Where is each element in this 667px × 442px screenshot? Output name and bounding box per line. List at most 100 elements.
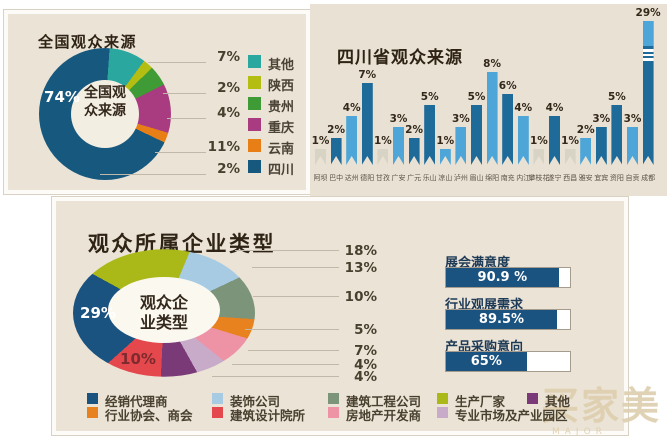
enterprise-legend-label: 房地产开发商	[346, 408, 422, 423]
bar-city-label: 绵阳	[485, 174, 500, 182]
bar-city-label: 凉山	[438, 174, 453, 182]
bar-value-label: 4%	[514, 102, 533, 114]
national-callout-line	[155, 152, 206, 153]
national-callout-line	[100, 174, 206, 175]
enterprise-donut-center-label: 观众企 业类型	[139, 293, 188, 332]
enterprise-legend-swatch	[437, 407, 448, 418]
bar-city-label: 西昌	[563, 174, 578, 182]
enterprise-legend-swatch	[87, 407, 98, 418]
design-institute-slice-label: 10%	[120, 350, 156, 368]
national-legend-swatch	[248, 160, 261, 173]
bar-city-label: 遂宁	[547, 174, 562, 182]
enterprise-legend-swatch	[328, 393, 339, 404]
bar-city-label: 雅安	[578, 174, 593, 182]
national-donut-hole	[71, 80, 139, 148]
bar-value-label: 4%	[545, 102, 564, 114]
enterprise-callout-value: 7%	[354, 343, 377, 359]
national-legend-swatch	[248, 118, 261, 131]
bar-value-label: 1%	[436, 135, 455, 147]
enterprise-legend-label: 装饰公司	[230, 394, 281, 409]
bar-city-label: 巴中	[329, 174, 344, 182]
enterprise-callout-value: 18%	[344, 243, 377, 259]
metric-fill: 65%	[446, 352, 527, 371]
national-legend-label: 其他	[268, 58, 295, 73]
enterprise-callout-value: 13%	[344, 260, 377, 276]
bar-value-label: 2%	[327, 124, 345, 136]
enterprise-legend-swatch	[212, 393, 223, 404]
bar-value-label: 1%	[561, 135, 579, 147]
bar-city-label: 达州	[344, 174, 359, 182]
axis-break-stripe	[642, 58, 654, 61]
bar-巴中	[330, 138, 342, 165]
enterprise-donut-hole	[108, 277, 220, 343]
bar-南充	[502, 94, 514, 165]
bar-city-label: 资阳	[609, 174, 624, 182]
metric-fill: 90.9 %	[446, 268, 559, 287]
sichuan-slice-label: 74%	[44, 88, 80, 106]
enterprise-legend-label: 建筑工程公司	[346, 394, 422, 409]
bar-value-label: 5%	[467, 91, 486, 103]
metric-value: 65%	[470, 354, 502, 369]
enterprise-legend-swatch	[527, 393, 538, 404]
national-legend-label: 陕西	[268, 79, 295, 94]
bar-value-label: 6%	[498, 80, 517, 92]
bar-广安	[393, 127, 404, 165]
national-callout-line	[163, 93, 206, 94]
bar-自贡	[627, 127, 638, 165]
bar-value-label: 5%	[607, 91, 626, 103]
enterprise-callout-line	[252, 267, 339, 268]
bar-city-label: 内江	[516, 174, 531, 182]
enterprise-callout-line	[235, 250, 339, 251]
enterprise-callout-value: 10%	[344, 289, 377, 305]
bar-绵阳	[486, 72, 498, 165]
bar-city-label: 阿坝	[313, 174, 328, 182]
enterprise-callout-value: 4%	[354, 369, 377, 385]
bar-value-label: 7%	[358, 69, 377, 81]
bar-value-label: 1%	[529, 135, 548, 147]
bar-city-label: 广安	[391, 174, 406, 182]
national-callout-value: 2%	[217, 161, 240, 177]
enterprise-callout-line	[212, 376, 339, 377]
enterprise-legend-label: 经销代理商	[105, 394, 168, 409]
sichuan-chart-title: 四川省观众来源	[337, 48, 463, 69]
bar-宜宾	[595, 127, 607, 165]
national-legend-swatch	[248, 97, 261, 110]
bar-成都	[642, 21, 654, 165]
bar-内江	[517, 116, 529, 165]
national-callout-line	[167, 118, 206, 119]
enterprise-callout-line	[245, 329, 339, 330]
bar-city-label: 宜宾	[594, 174, 609, 182]
bar-value-label: 1%	[373, 135, 392, 147]
metric-bar-2: 89.5%	[445, 309, 571, 330]
bar-city-label: 眉山	[469, 174, 484, 182]
national-legend-swatch	[248, 139, 261, 152]
enterprise-legend-swatch	[212, 407, 223, 418]
bar-city-label: 攀枝花	[528, 174, 550, 182]
national-legend-swatch	[248, 76, 261, 89]
bar-value-label: 3%	[592, 113, 611, 125]
metric-fill: 89.5%	[446, 310, 557, 329]
national-legend-swatch	[248, 55, 261, 68]
bar-眉山	[471, 105, 482, 165]
enterprise-legend-label: 生产厂家	[455, 394, 506, 409]
enterprise-legend-swatch	[437, 393, 448, 404]
bar-达州	[346, 116, 358, 165]
bar-value-label: 8%	[483, 58, 501, 70]
bar-city-label: 广元	[407, 174, 422, 182]
enterprise-legend-label: 专业市场及产业园区	[455, 408, 568, 423]
bar-city-label: 自贡	[625, 174, 640, 182]
enterprise-legend-label: 其他	[545, 394, 571, 409]
bar-value-label: 4%	[342, 102, 361, 114]
national-callout-value: 4%	[217, 105, 240, 121]
bar-city-label: 成都	[641, 174, 656, 182]
bar-city-label: 德阳	[360, 174, 375, 182]
enterprise-legend-label: 行业协会、商会	[105, 408, 193, 423]
enterprise-callout-line	[253, 296, 339, 297]
enterprise-callout-value: 5%	[354, 322, 377, 338]
bar-value-label: 1%	[311, 135, 330, 147]
enterprise-legend-swatch	[87, 393, 98, 404]
bar-遂宁	[549, 116, 560, 165]
axis-break-stripe	[642, 49, 654, 52]
bar-value-label: 2%	[576, 124, 595, 136]
